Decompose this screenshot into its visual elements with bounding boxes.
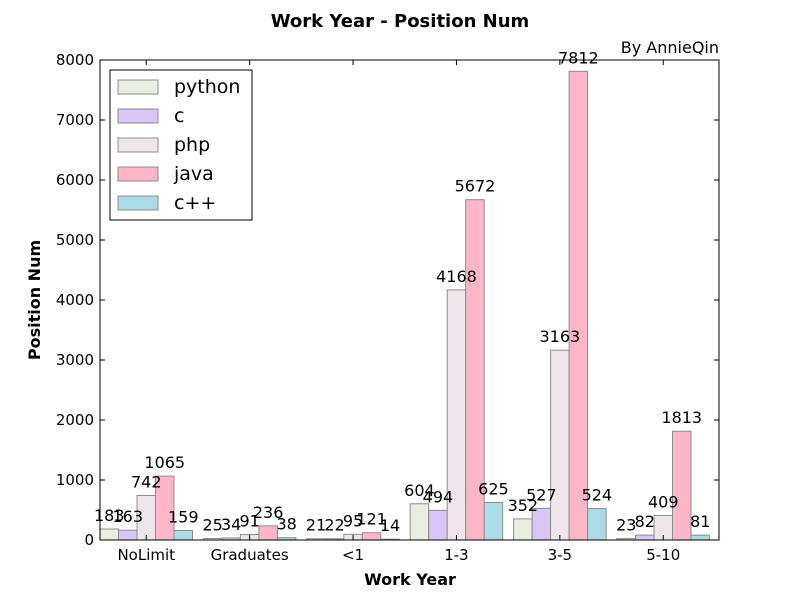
legend-swatch-c (117, 108, 159, 124)
y-tick-label: 5000 (56, 231, 94, 249)
value-label-php-NoLimit: 742 (131, 472, 162, 491)
x-tick-label-3-5: 3-5 (548, 546, 573, 564)
x-axis-label: Work Year (364, 570, 456, 589)
value-label-java-NoLimit: 1065 (144, 453, 185, 472)
value-label-c-Graduates: 34 (221, 515, 241, 534)
value-label-python-1-3: 604 (404, 481, 435, 500)
value-label-php-<1: 95 (343, 511, 363, 530)
bar-java-3-5 (568, 70, 589, 541)
value-label-python-Graduates: 25 (202, 516, 222, 535)
value-label-c++-NoLimit: 159 (168, 507, 199, 526)
value-label-python-NoLimit: 183 (94, 506, 125, 525)
value-label-c-5-10: 82 (635, 512, 655, 531)
y-tick-label: 1000 (56, 471, 94, 489)
bar-c++-1-3 (483, 502, 504, 541)
value-label-c-<1: 22 (324, 516, 344, 535)
legend-swatch-java (117, 166, 159, 182)
legend-label-c++: c++ (174, 192, 216, 214)
value-label-c++-Graduates: 38 (276, 515, 296, 534)
y-tick-label: 6000 (56, 171, 94, 189)
x-tick-label-NoLimit: NoLimit (117, 546, 175, 564)
bar-c-1-3 (428, 509, 448, 541)
bar-php-3-5 (550, 349, 570, 541)
legend-label-java: java (173, 163, 214, 185)
bar-java-5-10 (672, 430, 692, 541)
value-label-c-3-5: 527 (526, 485, 557, 504)
bar-java-<1 (361, 532, 382, 541)
bar-java-Graduates (258, 525, 278, 541)
x-tick-label-1-3: 1-3 (444, 546, 469, 564)
value-label-python-5-10: 23 (616, 516, 636, 535)
value-label-java-Graduates: 236 (253, 503, 284, 522)
bar-c-NoLimit (118, 529, 138, 541)
value-label-c++-<1: 14 (380, 516, 400, 535)
x-tick-label-5-10: 5-10 (646, 546, 680, 564)
legend-swatch-c++ (117, 195, 159, 211)
bar-python-3-5 (513, 518, 533, 541)
value-label-php-1-3: 4168 (436, 267, 477, 286)
bar-c-5-10 (635, 534, 655, 541)
value-label-c-NoLimit: 163 (112, 507, 143, 526)
bar-python-NoLimit (99, 528, 119, 541)
value-label-php-Graduates: 91 (239, 512, 259, 531)
value-label-php-5-10: 409 (648, 492, 679, 511)
value-label-php-3-5: 3163 (539, 327, 580, 346)
y-axis: 0 1000 2000 3000 4000 5000 6000 7000 8000 (56, 51, 719, 549)
value-label-java-5-10: 1813 (661, 408, 702, 427)
y-axis-label: Position Num (25, 240, 44, 360)
value-label-java-1-3: 5672 (455, 177, 496, 196)
bar-c++-3-5 (587, 508, 607, 541)
value-label-java-3-5: 7812 (558, 48, 599, 67)
value-label-c++-5-10: 81 (690, 512, 710, 531)
legend-label-php: php (174, 134, 210, 156)
bar-python-1-3 (409, 503, 430, 541)
y-tick-label: 8000 (56, 51, 94, 69)
legend-swatch-php (117, 137, 159, 153)
legend-swatch-python (117, 79, 159, 95)
value-label-python-3-5: 352 (508, 496, 539, 515)
value-label-python-<1: 21 (306, 516, 326, 535)
y-tick-label: 7000 (56, 111, 94, 129)
bar-c++-5-10 (690, 534, 710, 541)
y-tick-label: 4000 (56, 291, 94, 309)
value-label-c-1-3: 494 (423, 487, 454, 506)
x-axis: NoLimit Graduates <1 1-3 3-5 5-10 (117, 60, 680, 564)
x-tick-label-Graduates: Graduates (211, 546, 289, 564)
legend: python c php java c++ (109, 69, 253, 221)
value-label-c++-1-3: 625 (478, 480, 509, 499)
x-tick-label-<1: <1 (342, 546, 364, 564)
chart-title: Work Year - Position Num (271, 11, 530, 32)
y-tick-label: 0 (84, 531, 94, 549)
bar-c++-NoLimit (173, 529, 193, 541)
legend-label-c: c (174, 105, 184, 127)
y-tick-label: 3000 (56, 351, 94, 369)
value-label-c++-3-5: 524 (582, 486, 613, 505)
legend-label-python: python (174, 76, 240, 98)
value-label-java-<1: 121 (356, 510, 387, 529)
y-tick-label: 2000 (56, 411, 94, 429)
chart-credit: By AnnieQin (621, 38, 719, 57)
